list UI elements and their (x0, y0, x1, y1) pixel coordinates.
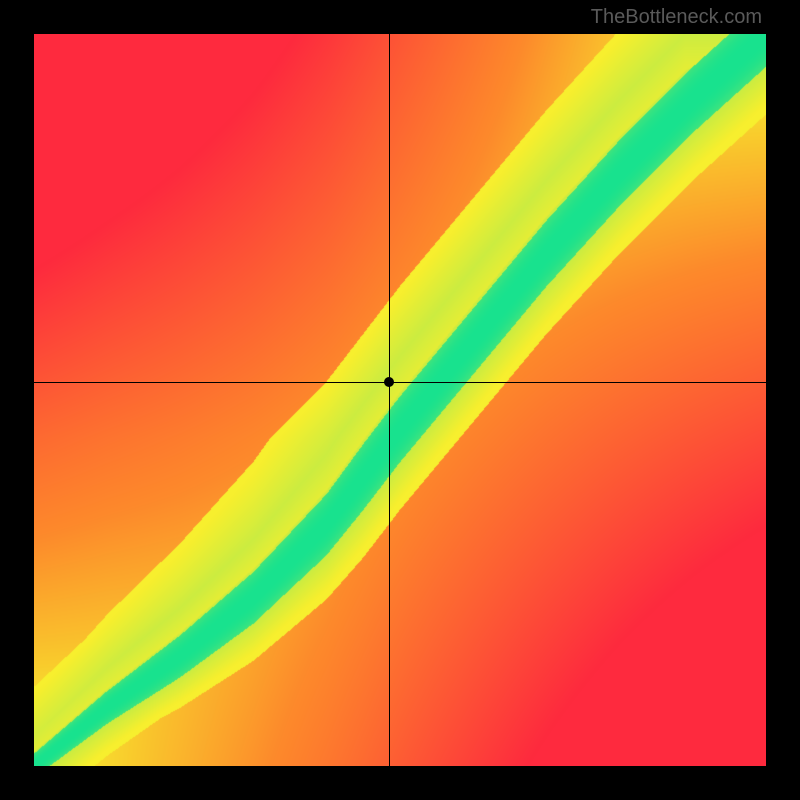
crosshair-horizontal (34, 382, 766, 383)
crosshair-vertical (389, 34, 390, 766)
bottleneck-heatmap (34, 34, 766, 766)
heatmap-canvas (34, 34, 766, 766)
watermark-text: TheBottleneck.com (591, 6, 762, 29)
crosshair-marker (384, 377, 394, 387)
